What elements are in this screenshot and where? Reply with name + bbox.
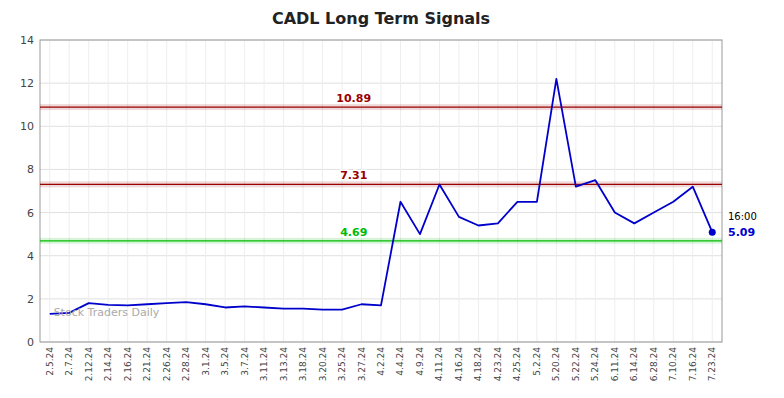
x-tick-label: 2.7.24 [64,347,74,376]
grid-line [419,40,420,342]
grid-line [186,40,187,342]
x-tick-label: 2.28.24 [181,347,191,382]
x-tick-label: 4.18.24 [473,347,483,382]
x-tick-label: 5.24.24 [590,347,600,382]
x-tick-label: 3.7.24 [240,347,250,376]
x-tick-label: 4.25.24 [512,347,522,382]
last-value-label: 5.09 [728,226,755,239]
grid-line [147,40,148,342]
hline-band [40,238,722,244]
x-tick-label: 6.11.24 [610,347,620,382]
x-tick-label: 5.2.24 [532,347,542,376]
grid-line [439,40,440,342]
y-tick-label: 8 [27,163,34,176]
hline [40,106,722,107]
grid-line [303,40,304,342]
grid-line [712,40,713,342]
x-tick-label: 2.21.24 [142,347,152,382]
price-line [50,79,713,314]
grid-line [108,40,109,342]
grid-line [595,40,596,342]
grid-line [166,40,167,342]
x-tick-label: 3.11.24 [259,347,269,382]
y-tick-label: 12 [20,77,34,90]
y-tick-label: 2 [27,293,34,306]
grid-line [673,40,674,342]
grid-line [634,40,635,342]
grid-line [497,40,498,342]
y-tick-label: 14 [20,34,34,47]
x-tick-label: 2.14.24 [103,347,113,382]
grid-line [361,40,362,342]
x-tick-label: 3.1.24 [201,347,211,376]
x-tick-label: 3.27.24 [357,347,367,382]
x-tick-label: 4.2.24 [376,347,386,376]
x-tick-label: 2.26.24 [162,347,172,382]
x-tick-label: 5.22.24 [571,347,581,382]
x-tick-label: 5.20.24 [551,347,561,382]
grid-line [400,40,401,342]
hline-label: 7.31 [340,169,367,182]
y-tick-label: 6 [27,207,34,220]
x-tick-label: 4.4.24 [395,347,405,376]
hline-label: 10.89 [336,92,371,105]
y-tick-label: 4 [27,250,34,263]
x-tick-label: 2.16.24 [123,347,133,382]
last-point [709,229,716,236]
grid-line [342,40,343,342]
x-tick-label: 7.10.24 [668,347,678,382]
grid-line [205,40,206,342]
y-tick-label: 0 [27,336,34,349]
y-tick-label: 10 [20,120,34,133]
x-tick-label: 2.5.24 [45,347,55,376]
grid-line [88,40,89,342]
grid-line [381,40,382,342]
hline [40,240,722,241]
grid [40,40,722,342]
x-tick-label: 3.18.24 [298,347,308,382]
chart: CADL Long Term Signals 0 2 4 6 8 10 12 14 2.5.24 2… [0,0,784,398]
grid-line [536,40,537,342]
grid-line [478,40,479,342]
x-tick-label: 7.16.24 [688,347,698,382]
grid-line [283,40,284,342]
x-tick-label: 3.20.24 [318,347,328,382]
x-tick-label: 3.25.24 [337,347,347,382]
x-tick-label: 6.28.24 [649,347,659,382]
hline [40,184,722,185]
hline-band [40,181,722,187]
grid-line [322,40,323,342]
plot-area [40,79,722,314]
grid-line [517,40,518,342]
x-tick-label: 4.23.24 [493,347,503,382]
grid-line [575,40,576,342]
x-tick-label: 6.14.24 [629,347,639,382]
last-time-label: 16:00 [728,211,757,222]
hline-label: 4.69 [340,226,367,239]
plot-frame [40,40,722,342]
grid-line [692,40,693,342]
grid-line [653,40,654,342]
x-tick-label: 4.11.24 [434,347,444,382]
grid-line [49,40,50,342]
grid-line [264,40,265,342]
title: CADL Long Term Signals [272,9,490,28]
x-tick-label: 4.16.24 [454,347,464,382]
grid-line [614,40,615,342]
grid-line [244,40,245,342]
x-tick-label: 3.5.24 [220,347,230,376]
hline-band [40,104,722,110]
x-tick-label: 4.9.24 [415,347,425,376]
x-tick-label: 7.23.24 [707,347,717,382]
x-tick-label: 3.13.24 [279,347,289,382]
grid-line [69,40,70,342]
grid-line [127,40,128,342]
watermark: Stock Traders Daily [54,306,160,319]
grid-line [458,40,459,342]
x-tick-label: 2.12.24 [84,347,94,382]
grid-line [225,40,226,342]
